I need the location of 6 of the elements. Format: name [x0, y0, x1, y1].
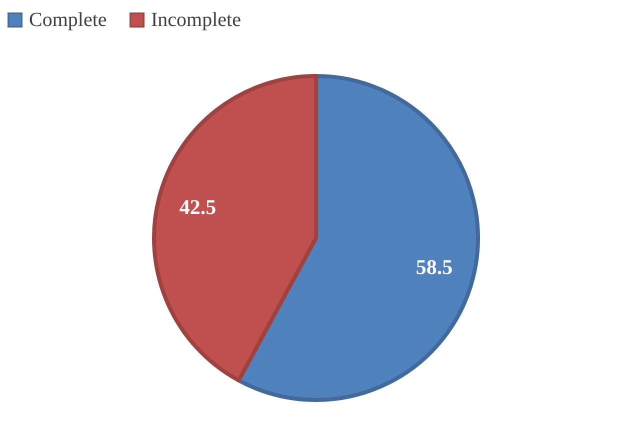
- data-label: 42.5: [179, 194, 216, 219]
- pie-slice: [236, 74, 480, 402]
- legend-label: Complete: [29, 9, 107, 31]
- legend-label: Incomplete: [151, 9, 242, 31]
- pie-slice: [152, 74, 318, 382]
- data-label: 58.5: [416, 255, 453, 280]
